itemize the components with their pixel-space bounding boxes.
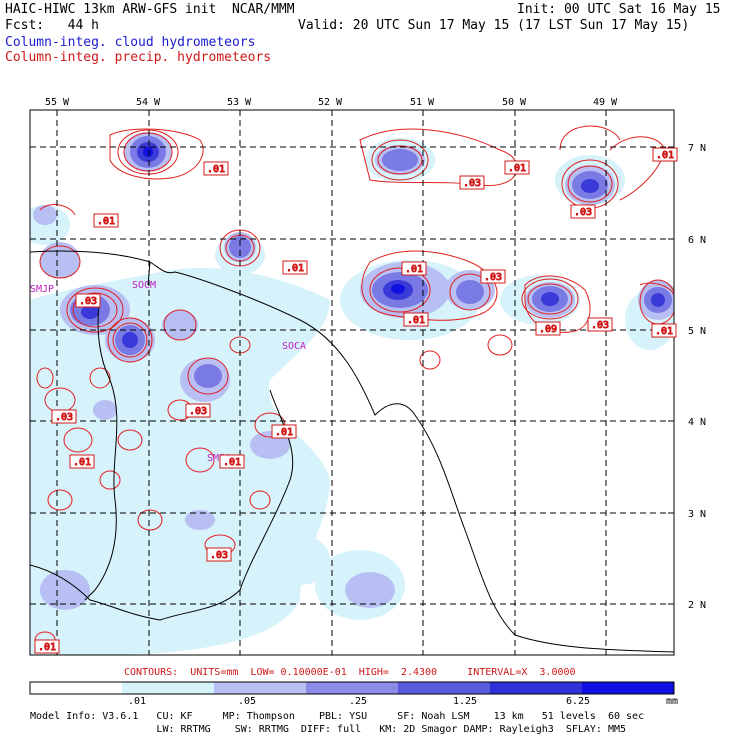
map-frame	[29, 109, 675, 656]
contour-label: .03	[574, 207, 592, 218]
contour-label-box	[219, 454, 245, 469]
contour-label-box	[535, 321, 561, 336]
legend-cloud-hydrometeors: Column-integ. cloud hydrometeors	[5, 35, 256, 50]
lat-label: 3 N	[688, 509, 706, 520]
lon-label: 54 W	[136, 97, 161, 108]
colorbar	[29, 681, 675, 695]
contour-label: .09	[539, 324, 557, 335]
lon-label: 55 W	[45, 97, 70, 108]
lat-label: 2 N	[688, 600, 706, 611]
coastline-borders	[30, 250, 674, 653]
contour-label: .01	[286, 263, 304, 274]
contour-label: .01	[73, 457, 91, 468]
colorbar-tick-4: 6.25	[566, 696, 591, 707]
contour-label: .01	[508, 163, 526, 174]
colorbar-segment	[306, 682, 398, 694]
contour-label-box	[480, 269, 506, 284]
model-info-line1: Model Info: V3.6.1 CU: KF MP: Thompson P…	[30, 711, 645, 722]
contour-label: .01	[275, 427, 293, 438]
station-label: SMJP	[30, 284, 54, 295]
colorbar-tick-3: 1.25	[453, 696, 478, 707]
lon-label: 50 W	[502, 97, 527, 108]
contour-label: .03	[484, 272, 502, 283]
colorbar-segment	[122, 682, 214, 694]
contour-label-box	[69, 454, 95, 469]
contour-label: .03	[463, 178, 481, 189]
contour-label-box	[93, 213, 119, 228]
contour-label: .01	[407, 315, 425, 326]
colorbar-segment	[214, 682, 306, 694]
contour-label-box	[185, 403, 211, 418]
contour-label-box	[271, 424, 297, 439]
contour-label: .03	[591, 320, 609, 331]
contour-label-box	[206, 547, 232, 562]
init-time: Init: 00 UTC Sat 16 May 15	[517, 2, 721, 17]
lon-label: 52 W	[318, 97, 343, 108]
lat-labels: 7 N 6 N 5 N 4 N 3 N 2 N	[688, 143, 706, 611]
station-labels: SMJP SOCM SOCA SMJ0	[30, 280, 306, 464]
contours-info: CONTOURS: UNITS=mm LOW= 0.10000E-01 HIGH…	[124, 667, 576, 678]
lon-label: 53 W	[227, 97, 252, 108]
colorbar-tick-1: .05	[238, 696, 257, 707]
lon-label: 51 W	[410, 97, 435, 108]
station-label: SMJ0	[207, 453, 231, 464]
contour-label-box	[203, 161, 229, 176]
colorbar-segment	[490, 682, 582, 694]
colorbar-frame	[29, 681, 675, 695]
contour-label-box	[652, 147, 678, 162]
contour-label: .03	[55, 412, 73, 423]
precip-contours	[34, 125, 674, 649]
contour-label-box	[282, 260, 308, 275]
contour-label-box	[401, 261, 427, 276]
station-label: SOCM	[132, 280, 156, 291]
contour-label: .01	[97, 216, 115, 227]
valid-time: Valid: 20 UTC Sun 17 May 15 (17 LST Sun …	[298, 18, 690, 33]
frame-ticks	[56, 110, 674, 605]
colorbar-tick-2: .25	[349, 696, 368, 707]
lat-label: 7 N	[688, 143, 706, 154]
model-title: HAIC-HIWC 13km ARW-GFS init NCAR/MMM	[5, 2, 295, 17]
model-info-line2: LW: RRTMG SW: RRTMG DIFF: full KM: 2D Sm…	[30, 724, 627, 735]
colorbar-segment	[398, 682, 490, 694]
contour-label: .03	[210, 550, 228, 561]
lat-label: 4 N	[688, 417, 706, 428]
contour-label: .01	[656, 150, 674, 161]
contour-label-box	[587, 317, 613, 332]
contour-label-box	[403, 312, 429, 327]
colorbar-tick-0: .01	[128, 696, 147, 707]
legend-precip-hydrometeors: Column-integ. precip. hydrometeors	[5, 50, 272, 65]
contour-label-box	[34, 639, 60, 654]
contour-label-box	[51, 409, 77, 424]
contour-label-box	[651, 323, 677, 338]
contour-label: .03	[79, 296, 97, 307]
colorbar-segment	[30, 682, 122, 694]
contour-label: .01	[223, 457, 241, 468]
lat-label: 6 N	[688, 235, 706, 246]
station-label: SOCA	[282, 341, 306, 352]
contour-label: .01	[405, 264, 423, 275]
contour-label-box	[570, 204, 596, 219]
lat-lon-grid	[30, 110, 674, 655]
colorbar-unit: mm	[666, 696, 679, 707]
contour-label-box	[75, 293, 101, 308]
contour-label: .01	[38, 642, 56, 653]
lon-labels: 55 W 54 W 53 W 52 W 51 W 50 W 49 W	[45, 97, 618, 108]
lat-label: 5 N	[688, 326, 706, 337]
forecast-hour: Fcst: 44 h	[5, 18, 99, 33]
contour-label-box	[459, 175, 485, 190]
contour-label: .01	[207, 164, 225, 175]
colorbar-segment	[582, 682, 674, 694]
contour-label-box	[504, 160, 530, 175]
contour-label: .03	[189, 406, 207, 417]
lon-label: 49 W	[593, 97, 618, 108]
contour-label: .01	[655, 326, 673, 337]
